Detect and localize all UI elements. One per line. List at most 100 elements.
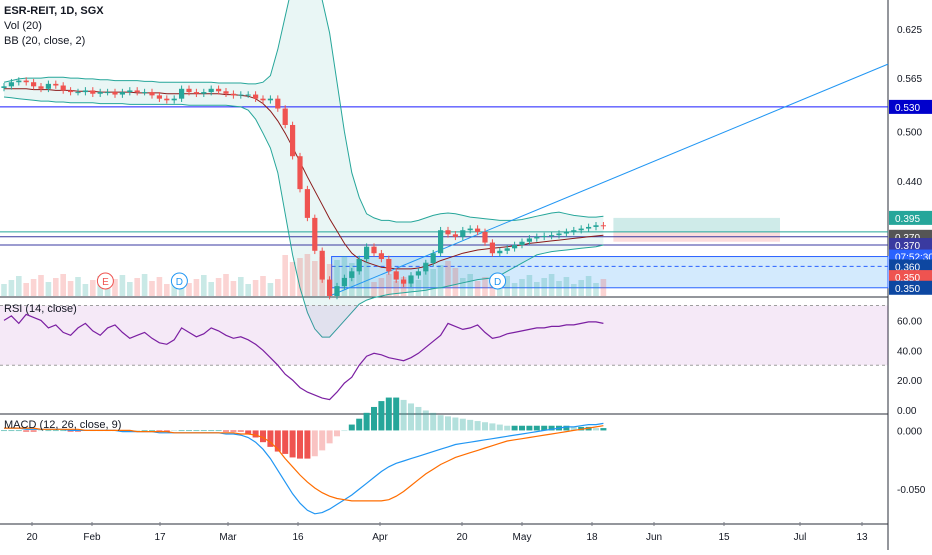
candle-body [119,92,125,95]
candle-body [549,235,555,237]
volume-bar [571,284,577,296]
volume-bar [201,275,207,296]
volume-bar [156,277,163,296]
candle-body [282,108,288,125]
rsi-tick-label: 20.00 [897,376,922,387]
candle-body [526,238,532,242]
volume-bar [482,277,488,296]
macd-histogram-bar [134,430,141,432]
candle-body [586,226,592,229]
volume-bar [127,282,133,296]
volume-bar [252,280,259,296]
macd-histogram-bar [230,430,237,432]
volume-bar [289,262,296,296]
candle-body [452,234,458,237]
macd-line [4,422,604,515]
candle-body [534,236,540,239]
volume-bar [67,281,74,296]
macd-histogram-bar [378,401,385,431]
macd-histogram-bar [75,430,81,432]
volume-bar [53,278,59,296]
candle-body [208,88,214,93]
candle-body [319,250,325,280]
volume-bar [223,274,229,296]
macd-histogram-bar [511,425,518,431]
rsi-tick-label: 40.00 [897,346,922,357]
candle-body [578,228,584,231]
volume-bar [282,255,288,296]
volume-bar [437,265,444,296]
time-tick-label: Jun [646,532,662,543]
event-marker [96,272,114,290]
candle-body [90,90,96,94]
volume-bar [526,275,533,296]
time-tick-label: Apr [372,532,388,543]
candle-body [38,86,44,89]
candle-body [23,80,29,83]
macd-histogram-bar [526,425,533,431]
macd-histogram-bar [496,424,503,431]
event-marker-label: E [102,277,109,288]
volume-bar [415,280,422,296]
macd-panel [1,397,607,515]
volume-bar [578,280,584,296]
time-tick-label: Feb [83,532,101,543]
volume-bar [16,276,22,296]
candle-body [563,231,569,234]
macd-histogram-bar [334,430,340,437]
macd-histogram-bar [178,430,185,432]
volume-bar [1,284,7,296]
candle-body [290,124,296,157]
volume-bar [275,279,281,296]
rsi-band [0,305,888,366]
candle-body [497,250,503,254]
volume-bar [312,261,318,296]
volume-bar [75,277,81,296]
macd-histogram-bar [30,430,37,432]
macd-histogram-bar [363,412,370,431]
candle-body [386,259,392,272]
candle-body [408,275,414,284]
volume-bar [489,284,496,296]
candle-body [164,98,170,101]
macd-histogram-bar [23,430,30,432]
candle-body [75,92,81,94]
macd-histogram-bar [67,430,74,432]
price-tag [889,210,932,225]
rsi-title: RSI (14, close) [4,303,77,315]
macd-histogram-bar [260,430,266,443]
volume-bar [474,281,481,296]
price-tag [889,99,932,114]
volume-bar [134,278,140,296]
candle-body [245,94,251,96]
time-tick-label: 15 [718,532,730,543]
event-marker [489,272,507,290]
axes: 0.6250.5650.5000.4400.3700.3100.5300.395… [26,25,932,543]
volume-bar [556,281,562,296]
candle-body [371,246,377,254]
candle-body [393,271,399,280]
bollinger-lower-line [3,96,604,338]
macd-histogram-bar [208,430,215,432]
candle-body [142,92,148,94]
macd-histogram-bar [408,403,414,431]
volume-bar [186,283,192,296]
price-tick-label: 0.625 [897,25,922,36]
price-tag [889,259,932,274]
candle-body [53,83,59,86]
macd-histogram-bar [563,425,570,431]
volume-bar [600,279,607,296]
candle-body [156,95,162,99]
candle-body [134,90,140,93]
macd-histogram-bar [15,430,22,432]
volume-bar [504,276,510,296]
macd-histogram-bar [504,425,511,431]
volume-bar [23,283,29,296]
candle-body [312,217,318,251]
price-tag-label: 0.360 [895,262,920,273]
candle-body [571,230,577,232]
volume-bar [548,274,555,296]
macd-histogram-bar [415,406,422,431]
candle-body [482,231,488,243]
candle-body [475,228,481,232]
